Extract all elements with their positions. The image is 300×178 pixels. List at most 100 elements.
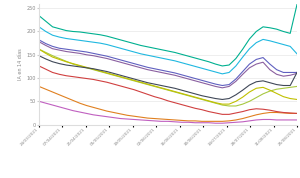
70-79 años [58, 73, 61, 75]
10-19 años [125, 114, 129, 116]
60-69 años [194, 96, 197, 98]
30-39 años [241, 56, 244, 58]
Total [44, 58, 48, 60]
40-49 años [78, 50, 82, 52]
30-39 años [187, 64, 190, 66]
Total [58, 62, 61, 65]
70-79 años [64, 75, 68, 77]
70-79 años [288, 112, 292, 114]
80-84 años [254, 119, 258, 121]
20-29 años [119, 39, 122, 41]
50-59 años [180, 76, 183, 78]
40-49 años [173, 72, 177, 74]
80-84 años [64, 108, 68, 110]
40-49 años [105, 55, 109, 57]
80-84 años [248, 120, 251, 122]
50-59 años [187, 78, 190, 80]
20-29 años [220, 65, 224, 67]
70-79 años [194, 107, 197, 109]
60-69 años [64, 61, 68, 63]
20-29 años [37, 15, 41, 17]
50-59 años [220, 87, 224, 89]
50-59 años [92, 55, 95, 57]
70-79 años [71, 76, 75, 78]
0-9 años [282, 87, 285, 89]
Line: 60-69 años: 60-69 años [39, 49, 297, 104]
50-59 años [58, 49, 61, 51]
70-79 años [275, 111, 278, 113]
0-9 años [64, 60, 68, 62]
60-69 años [58, 58, 61, 61]
30-39 años [159, 57, 163, 59]
70-79 años [125, 87, 129, 89]
30-39 años [132, 51, 136, 53]
70-79 años [51, 71, 54, 74]
50-59 años [37, 41, 41, 43]
50-59 años [112, 59, 116, 61]
40-49 años [275, 69, 278, 71]
50-59 años [132, 65, 136, 67]
Line: 80-84 años: 80-84 años [39, 101, 297, 123]
60-69 años [112, 74, 116, 76]
30-39 años [200, 67, 204, 69]
80-84 años [194, 122, 197, 124]
80-84 años [112, 117, 116, 119]
20-29 años [58, 28, 61, 30]
30-39 años [194, 65, 197, 67]
70-79 años [44, 68, 48, 70]
80-84 años [37, 100, 41, 102]
Total [295, 71, 299, 74]
30-39 años [173, 60, 177, 62]
40-49 años [132, 62, 136, 65]
40-49 años [159, 69, 163, 71]
50-59 años [44, 44, 48, 46]
20-29 años [51, 26, 54, 28]
50-59 años [254, 63, 258, 65]
10-19 años [227, 120, 231, 122]
Total [92, 68, 95, 70]
10-19 años [173, 119, 177, 121]
Total [159, 84, 163, 87]
20-29 años [92, 33, 95, 35]
20-29 años [139, 44, 142, 46]
30-39 años [64, 37, 68, 40]
30-39 años [227, 71, 231, 74]
0-9 años [112, 74, 116, 76]
Total [248, 84, 251, 86]
20-29 años [78, 31, 82, 33]
40-49 años [180, 74, 183, 76]
80-84 años [214, 122, 217, 124]
0-9 años [159, 87, 163, 89]
60-69 años [288, 98, 292, 100]
0-9 años [132, 80, 136, 82]
80-84 años [44, 102, 48, 104]
60-69 años [51, 56, 54, 58]
0-9 años [200, 98, 204, 101]
30-39 años [214, 71, 217, 73]
0-9 años [180, 93, 183, 95]
30-39 años [275, 42, 278, 44]
0-9 años [71, 63, 75, 65]
10-19 años [132, 115, 136, 117]
60-69 años [78, 64, 82, 67]
70-79 años [78, 77, 82, 79]
Total [207, 96, 211, 98]
20-29 años [112, 37, 116, 39]
40-49 años [119, 59, 122, 61]
80-84 años [173, 121, 177, 123]
40-49 años [64, 48, 68, 50]
70-79 años [268, 109, 272, 111]
50-59 años [248, 67, 251, 69]
30-39 años [166, 58, 170, 61]
10-19 años [187, 120, 190, 122]
40-49 años [234, 78, 238, 80]
20-29 años [44, 20, 48, 22]
80-84 años [85, 112, 88, 114]
40-49 años [241, 70, 244, 73]
Total [214, 98, 217, 100]
Total [241, 89, 244, 91]
80-84 años [220, 122, 224, 124]
50-59 años [153, 70, 156, 72]
30-39 años [85, 40, 88, 42]
60-69 años [220, 103, 224, 105]
